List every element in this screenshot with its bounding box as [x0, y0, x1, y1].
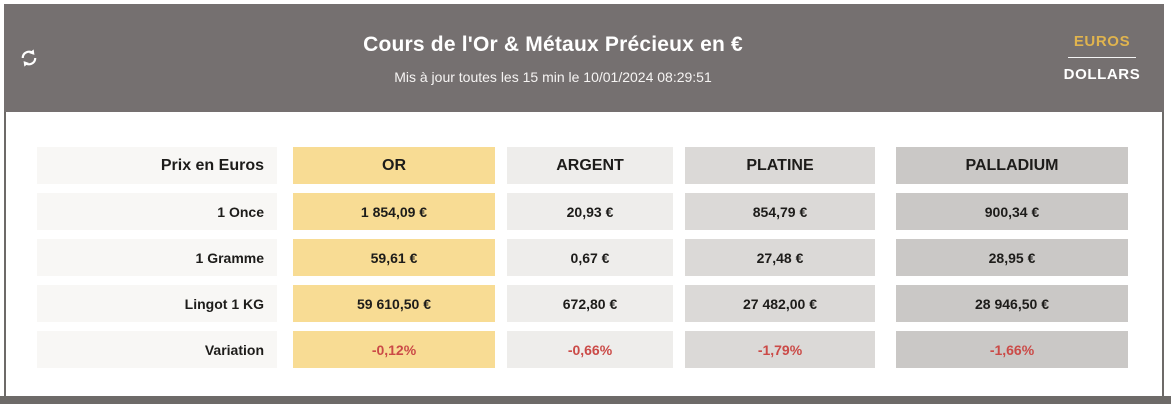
table-row-lingot: Lingot 1 KG 59 610,50 € 672,80 € 27 482,… [37, 285, 1162, 322]
variation-argent: -0,66% [507, 331, 673, 368]
gold-price-widget: Cours de l'Or & Métaux Précieux en € Mis… [4, 4, 1164, 396]
value-argent-lingot: 672,80 € [507, 285, 673, 322]
currency-option-euros[interactable]: EUROS [1073, 33, 1131, 50]
value-argent-once: 20,93 € [507, 193, 673, 230]
column-header-argent: ARGENT [507, 147, 673, 184]
column-header-platine: PLATINE [685, 147, 875, 184]
row-label: 1 Gramme [37, 239, 277, 276]
table-header-row: Prix en Euros OR ARGENT PLATINE PALLADIU… [37, 147, 1162, 184]
value-platine-gramme: 27,48 € [685, 239, 875, 276]
row-label: Variation [37, 331, 277, 368]
last-updated-text: Mis à jour toutes les 15 min le 10/01/20… [394, 69, 712, 85]
value-platine-once: 854,79 € [685, 193, 875, 230]
value-palladium-gramme: 28,95 € [896, 239, 1128, 276]
table-row-gramme: 1 Gramme 59,61 € 0,67 € 27,48 € 28,95 € [37, 239, 1162, 276]
widget-header: Cours de l'Or & Métaux Précieux en € Mis… [4, 4, 1164, 112]
refresh-button[interactable] [6, 4, 52, 112]
value-or-gramme: 59,61 € [293, 239, 495, 276]
value-argent-gramme: 0,67 € [507, 239, 673, 276]
column-header-palladium: PALLADIUM [896, 147, 1128, 184]
refresh-icon [19, 48, 39, 68]
page-title: Cours de l'Or & Métaux Précieux en € [363, 33, 743, 56]
currency-toggle: EUROS DOLLARS [1054, 4, 1150, 112]
header-titles: Cours de l'Or & Métaux Précieux en € Mis… [52, 4, 1054, 112]
variation-platine: -1,79% [685, 331, 875, 368]
table-row-variation: Variation -0,12% -0,66% -1,79% -1,66% [37, 331, 1162, 368]
row-label: Lingot 1 KG [37, 285, 277, 322]
currency-divider [1068, 57, 1136, 58]
currency-option-dollars[interactable]: DOLLARS [1063, 66, 1141, 83]
value-platine-lingot: 27 482,00 € [685, 285, 875, 322]
value-or-once: 1 854,09 € [293, 193, 495, 230]
corner-cell: Prix en Euros [37, 147, 277, 184]
table-row-once: 1 Once 1 854,09 € 20,93 € 854,79 € 900,3… [37, 193, 1162, 230]
bottom-divider-bar [0, 396, 1171, 404]
value-or-lingot: 59 610,50 € [293, 285, 495, 322]
value-palladium-lingot: 28 946,50 € [896, 285, 1128, 322]
variation-or: -0,12% [293, 331, 495, 368]
row-label: 1 Once [37, 193, 277, 230]
variation-palladium: -1,66% [896, 331, 1128, 368]
price-table: Prix en Euros OR ARGENT PLATINE PALLADIU… [6, 112, 1162, 368]
value-palladium-once: 900,34 € [896, 193, 1128, 230]
column-header-or: OR [293, 147, 495, 184]
